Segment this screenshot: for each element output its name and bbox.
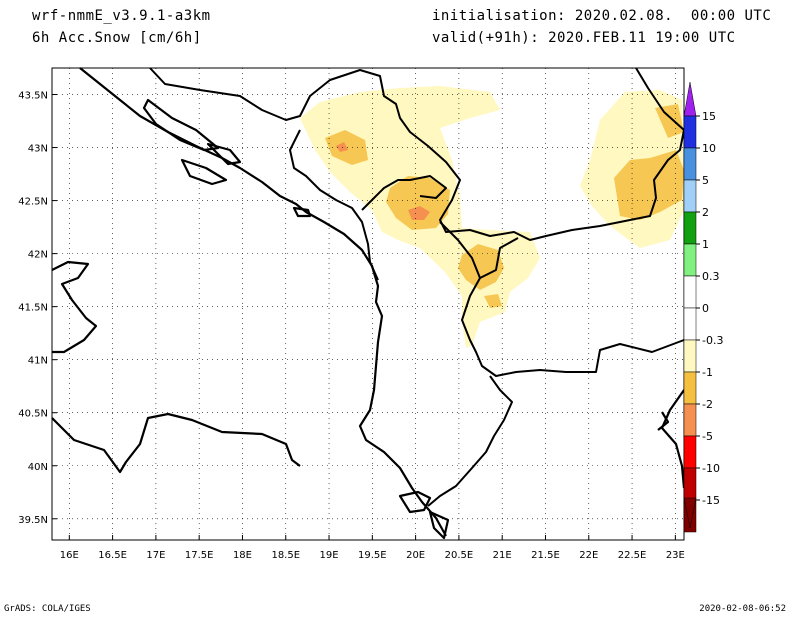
lon-tick-label: 20.5E xyxy=(445,550,474,561)
colorbar-box xyxy=(683,147,697,181)
colorbar-label: -2 xyxy=(702,398,713,411)
colorbar-label: 0 xyxy=(702,302,709,315)
coastlines xyxy=(51,67,686,540)
border-montenegro-serbia xyxy=(361,175,447,211)
border-montenegro xyxy=(289,129,379,281)
lat-lon-grid xyxy=(52,68,684,540)
lon-tick-label: 19E xyxy=(320,550,339,561)
lat-tick-label: 40.5N xyxy=(18,409,48,420)
border-albania-macedonia xyxy=(461,277,685,377)
island-4 xyxy=(292,206,312,218)
italy-coast xyxy=(51,260,98,354)
valid-time: valid(+91h): 2020.FEB.11 19:00 UTC xyxy=(432,30,736,46)
lon-tick-label: 20E xyxy=(406,550,425,561)
lon-tick-label: 19.5E xyxy=(358,550,387,561)
borders xyxy=(149,67,685,507)
lon-tick-label: 21E xyxy=(493,550,512,561)
colorbar-box xyxy=(683,307,697,341)
latitude-axis: 43.5N 43N 42.5N 42N 41.5N 41N 40.5N 40N 39.5N xyxy=(18,91,57,526)
greece-coast xyxy=(398,490,432,514)
colorbar-label: 0.3 xyxy=(702,270,720,283)
adriatic-east-coast xyxy=(79,67,447,537)
colorbar-box xyxy=(683,403,697,437)
lat-tick-label: 41N xyxy=(28,356,48,367)
snow-area-strong-2 xyxy=(336,142,348,152)
lon-tick-label: 22.5E xyxy=(618,550,647,561)
lon-tick-label: 16.5E xyxy=(98,550,127,561)
colorbar-label: -0.3 xyxy=(702,334,723,347)
colorbar-bottom-arrow xyxy=(683,497,697,529)
colorbar-label: 15 xyxy=(702,110,716,123)
colorbar-top-arrow xyxy=(683,81,697,117)
colorbar-label: 10 xyxy=(702,142,716,155)
snow-area-medium-2 xyxy=(386,176,450,230)
lat-tick-label: 40N xyxy=(28,462,48,473)
longitude-axis: 16E 16.5E 17E 17.5E 18E 18.5E 19E 19.5E 20E 20.5E… xyxy=(60,535,685,561)
colorbar-box xyxy=(683,275,697,309)
model-title: wrf-nmmE_v3.9.1-a3km xyxy=(32,8,211,24)
colorbar-label: 5 xyxy=(702,174,709,187)
init-time: initialisation: 2020.02.08. 00:00 UTC xyxy=(432,8,772,24)
colorbar-box xyxy=(683,435,697,469)
lon-tick-label: 18E xyxy=(233,550,252,561)
snow-area-medium-4 xyxy=(484,294,502,308)
island-2 xyxy=(180,158,228,186)
footer-timestamp: 2020-02-08-06:52 xyxy=(699,604,786,614)
lon-tick-label: 22E xyxy=(579,550,598,561)
colorbar: 15 10 5 2 1 0.3 0 -0.3 -1 -2 -5 -10 -15 xyxy=(683,81,723,533)
lat-tick-label: 39.5N xyxy=(18,515,48,526)
italy-south-coast xyxy=(51,412,301,474)
lat-tick-label: 42N xyxy=(28,250,48,261)
lon-tick-label: 16E xyxy=(60,550,79,561)
colorbar-boxes xyxy=(683,115,697,533)
lat-tick-label: 42.5N xyxy=(18,197,48,208)
colorbar-box xyxy=(683,115,697,149)
colorbar-label: 1 xyxy=(702,238,709,251)
colorbar-label: -10 xyxy=(702,462,720,475)
footer-credit: GrADS: COLA/IGES xyxy=(4,604,91,614)
lon-tick-label: 17.5E xyxy=(185,550,214,561)
field-title: 6h Acc.Snow [cm/6h] xyxy=(32,30,202,46)
greece-east-coast xyxy=(660,389,686,489)
snow-area-medium-5 xyxy=(614,150,684,220)
border-albania-greece xyxy=(427,375,513,507)
snow-area-strong-1 xyxy=(408,206,430,220)
lon-tick-label: 23E xyxy=(666,550,685,561)
colorbar-box xyxy=(683,179,697,213)
island-1 xyxy=(142,98,220,152)
lon-tick-label: 21.5E xyxy=(531,550,560,561)
island-3 xyxy=(206,142,242,166)
colorbar-label: -5 xyxy=(702,430,713,443)
colorbar-box xyxy=(683,339,697,373)
lat-tick-label: 43.5N xyxy=(18,91,48,102)
lon-tick-label: 18.5E xyxy=(271,550,300,561)
colorbar-label: -1 xyxy=(702,366,713,379)
colorbar-box xyxy=(683,211,697,245)
lat-tick-label: 43N xyxy=(28,144,48,155)
snow-area-light-patch xyxy=(398,92,465,118)
colorbar-box xyxy=(683,371,697,405)
lon-tick-label: 17E xyxy=(146,550,165,561)
lat-tick-label: 41.5N xyxy=(18,303,48,314)
corfu xyxy=(428,510,450,540)
colorbar-label: 2 xyxy=(702,206,709,219)
colorbar-labels: 15 10 5 2 1 0.3 0 -0.3 -1 -2 -5 -10 -15 xyxy=(696,110,723,507)
colorbar-box xyxy=(683,467,697,501)
snow-area-medium-6 xyxy=(655,104,684,138)
border-bosnia-serbia xyxy=(149,67,685,241)
thessaloniki-gulf xyxy=(657,411,670,431)
colorbar-label: -15 xyxy=(702,494,720,507)
colorbar-box xyxy=(683,243,697,277)
